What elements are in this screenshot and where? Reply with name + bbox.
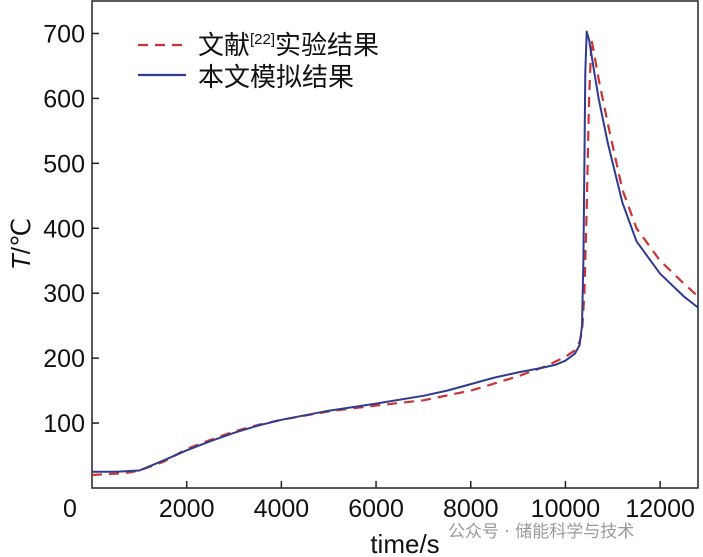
y-tick-label: 300	[43, 280, 85, 308]
watermark: 公众号 · 储能科学与技术	[448, 522, 635, 542]
y-tick-label: 500	[43, 150, 85, 178]
series-layer	[91, 30, 699, 477]
y-axis-label-symbol: T	[6, 252, 36, 270]
y-axis-label-unit: /℃	[6, 218, 36, 254]
origin-label: 0	[63, 495, 77, 523]
x-tick-label: 6000	[348, 495, 404, 523]
legend-label-experiment: 文献[22]实验结果	[198, 31, 379, 61]
y-tick-label: 700	[43, 20, 85, 48]
y-tick-label: 200	[43, 345, 85, 373]
y-tick-label: 100	[43, 410, 85, 438]
x-tick-label: 4000	[254, 495, 310, 523]
legend-label-simulation: 本文模拟结果	[198, 63, 354, 93]
legend-label-experiment-ref: [22]	[250, 31, 275, 48]
x-axis-ticks: 2000 4000 6000 8000 10000 12000	[159, 481, 695, 523]
y-tick-label: 600	[43, 85, 85, 113]
x-tick-label: 8000	[443, 495, 499, 523]
series-line-simulation	[92, 30, 699, 473]
y-axis-ticks: 100 200 300 400 500 600 700	[43, 20, 99, 438]
x-axis-label: time/s	[370, 529, 439, 557]
legend: 文献[22]实验结果 本文模拟结果	[138, 31, 379, 93]
x-tick-label: 12000	[625, 495, 695, 523]
x-tick-label: 2000	[159, 495, 215, 523]
legend-label-experiment-pre: 文献	[198, 31, 250, 61]
x-tick-label: 10000	[531, 495, 601, 523]
legend-label-experiment-post: 实验结果	[275, 31, 379, 61]
series-line-experiment	[91, 38, 699, 477]
y-tick-label: 400	[43, 215, 85, 243]
plot-frame	[91, 0, 699, 489]
y-axis-label: T/℃	[6, 218, 36, 270]
